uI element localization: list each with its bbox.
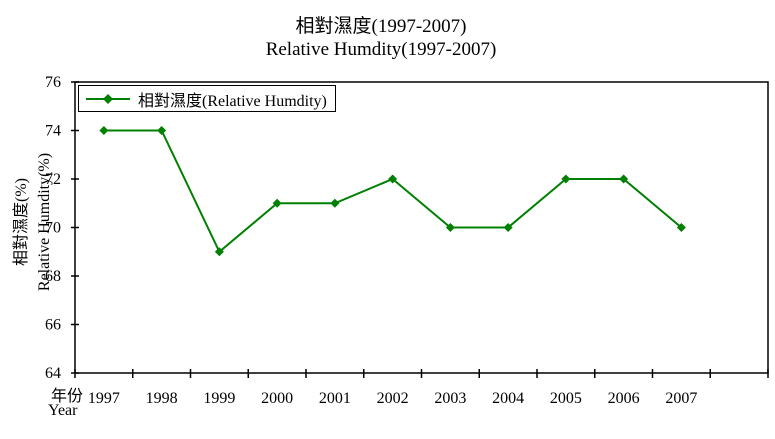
y-tick-label: 74: [45, 123, 61, 140]
x-tick-label: 2004: [492, 390, 524, 407]
data-point-marker: [676, 223, 686, 232]
x-tick-label: 1998: [146, 390, 178, 407]
chart-subtitle: Relative Humdity(1997-2007): [265, 39, 497, 60]
plot-border: [74, 81, 769, 374]
x-tick-label: 2003: [434, 390, 466, 407]
data-point-marker: [214, 247, 224, 257]
legend-line-marker-icon: [86, 93, 130, 104]
data-point-marker: [503, 223, 513, 232]
x-tick-label: 1997: [88, 390, 120, 407]
data-point-marker: [99, 126, 109, 135]
x-axis-title-en: Year: [48, 402, 78, 419]
data-point-marker: [619, 174, 629, 184]
y-tick-label: 76: [45, 74, 61, 91]
x-axis-title-zh: 年份: [51, 388, 84, 405]
x-tick-label: 2007: [665, 390, 697, 407]
x-tick-label: 2000: [261, 390, 293, 407]
x-tick-label: 2001: [319, 390, 351, 407]
y-tick-label: 70: [45, 220, 61, 237]
data-point-marker: [330, 198, 340, 208]
y-tick-label: 64: [45, 365, 61, 382]
data-point-marker: [157, 126, 167, 135]
y-tick-label: 72: [45, 171, 61, 188]
data-point-marker: [445, 223, 455, 232]
legend: 相對濕度(Relative Humdity): [78, 85, 336, 112]
series-line: [103, 129, 683, 254]
data-point-marker: [561, 174, 571, 184]
data-point-marker: [272, 198, 282, 208]
x-tick-label: 2002: [377, 390, 409, 407]
x-tick-label: 1999: [203, 390, 235, 407]
x-tick-label: 2005: [550, 390, 582, 407]
x-tick-label: 2006: [608, 390, 640, 407]
data-point-marker: [388, 174, 398, 184]
chart-title: 相對濕度(1997-2007): [295, 16, 467, 37]
legend-label: 相對濕度(Relative Humdity): [138, 92, 327, 110]
y-tick-label: 66: [45, 317, 61, 334]
y-tick-label: 68: [45, 268, 61, 285]
